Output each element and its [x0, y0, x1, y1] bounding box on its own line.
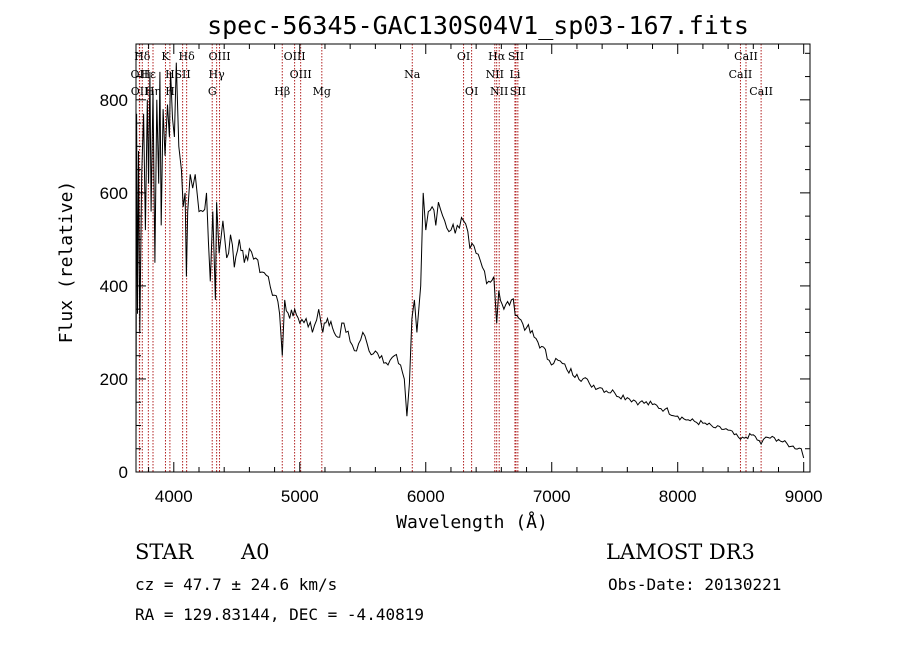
spectral-subclass: A0	[241, 540, 270, 564]
survey-name: LAMOST DR3	[606, 540, 755, 564]
line-marker-label: SII	[174, 68, 190, 81]
y-tick-label: 800	[100, 91, 128, 110]
x-tick-label: 9000	[785, 487, 823, 506]
spectrum-line	[135, 62, 805, 459]
x-tick-label: 7000	[533, 487, 571, 506]
line-marker-label: SII	[508, 50, 524, 63]
chart-title: spec-56345-GAC130S04V1_sp03-167.fits	[207, 11, 749, 40]
line-marker-label: H	[165, 68, 175, 81]
line-marker-label: NII	[486, 68, 504, 81]
obs-date: Obs-Date: 20130221	[608, 575, 782, 594]
x-tick-label: 8000	[659, 487, 697, 506]
line-marker-label: OIII	[290, 68, 312, 81]
line-marker-label: Na	[404, 68, 421, 81]
line-marker-label: K	[161, 50, 170, 63]
x-tick-label: 4000	[155, 487, 193, 506]
line-marker-label: CaII	[729, 68, 753, 81]
line-marker-label: OIII	[208, 50, 230, 63]
star-class: STAR	[135, 540, 194, 564]
x-tick-label: 6000	[407, 487, 445, 506]
line-marker-label: Hε	[141, 68, 157, 81]
line-marker-label: Hδ	[179, 50, 196, 63]
line-marker-label: OI	[457, 50, 470, 63]
line-marker-label: Mg	[313, 85, 331, 98]
line-marker-label: SII	[510, 85, 526, 98]
x-axis-label: Wavelength (Å)	[396, 511, 548, 533]
emission-line-markers	[138, 44, 762, 472]
y-axis-ticks: 0 200 400 600 800	[100, 52, 810, 482]
line-marker-label: Hδ	[134, 50, 151, 63]
line-marker-label: OI	[465, 85, 478, 98]
y-tick-label: 0	[119, 463, 128, 482]
line-marker-label: OIII	[284, 50, 306, 63]
line-marker-label: Hα	[488, 50, 506, 63]
line-marker-label: OII	[131, 68, 149, 81]
line-marker-label: Hβ	[274, 85, 290, 98]
y-tick-label: 200	[100, 370, 128, 389]
y-tick-label: 600	[100, 184, 128, 203]
line-marker-label: NII	[490, 85, 508, 98]
y-tick-label: 400	[100, 277, 128, 296]
y-axis-label: Flux (relative)	[56, 181, 77, 344]
line-marker-label: CaII	[749, 85, 773, 98]
line-marker-label: G	[208, 85, 217, 98]
x-tick-label: 5000	[281, 487, 319, 506]
redshift-readout: cz = 47.7 ± 24.6 km/s	[135, 575, 338, 594]
plot-frame	[135, 43, 811, 473]
line-marker-label: OII	[131, 85, 149, 98]
x-axis-ticks: 4000 5000 6000 7000 8000 9000	[148, 44, 823, 506]
line-marker-label: Hγ	[209, 68, 226, 81]
line-marker-label: Li	[510, 68, 521, 81]
coordinates-readout: RA = 129.83144, DEC = -4.40819	[135, 605, 424, 624]
line-marker-label: CaII	[734, 50, 758, 63]
